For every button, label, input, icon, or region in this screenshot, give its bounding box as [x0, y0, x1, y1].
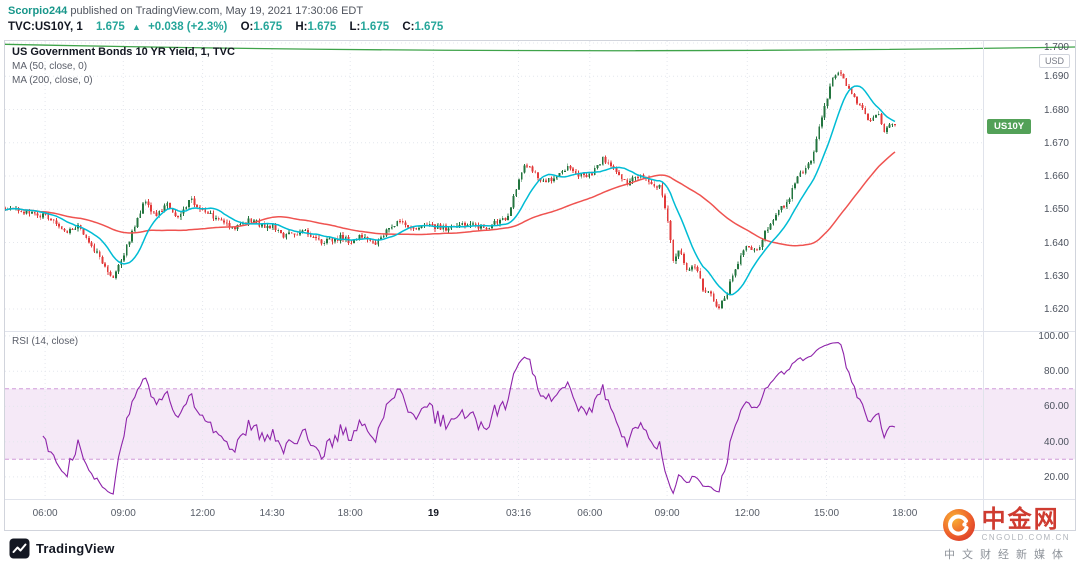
price-tick: 1.620	[1043, 304, 1069, 315]
low-label: L:	[349, 21, 361, 33]
rsi-chart-canvas	[5, 331, 1075, 499]
time-tick: 18:00	[892, 508, 918, 519]
unit-label: USD	[1038, 54, 1070, 68]
price-tick: 1.680	[1043, 104, 1069, 116]
chart-area[interactable]: US Government Bonds 10 YR Yield, 1, TVC …	[4, 40, 1076, 531]
tradingview-brand-text: TradingView	[36, 541, 115, 556]
price-tick: 1.700	[1043, 42, 1069, 53]
time-tick: 18:00	[337, 508, 363, 519]
high-label: H:	[295, 21, 308, 33]
last-price: 1.675	[95, 21, 125, 33]
price-tick: 1.670	[1043, 137, 1069, 149]
rsi-tick: 20.00	[1043, 471, 1069, 483]
snapshot-header: Scorpio244 published on TradingView.com,…	[0, 0, 1080, 39]
rsi-tick: 100.00	[1038, 331, 1069, 342]
time-tick: 06:00	[32, 508, 58, 519]
quote-line: TVC:US10Y, 1 1.675 ▲ +0.038 (+2.3%) O:1.…	[8, 19, 1080, 36]
ma50-legend[interactable]: MA (50, close, 0)	[12, 61, 88, 72]
time-tick: 12:00	[190, 508, 216, 519]
chart-title: US Government Bonds 10 YR Yield, 1, TVC	[12, 46, 235, 58]
time-tick: 15:00	[813, 508, 840, 519]
tradingview-logo-icon	[9, 538, 30, 559]
cngold-watermark: 中金网 CNGOLD.COM.CN 中文财经新媒体	[942, 507, 1070, 562]
price-tick: 1.640	[1043, 237, 1069, 249]
up-arrow-icon: ▲	[131, 22, 141, 32]
high-value: 1.675	[307, 21, 337, 33]
time-tick: 06:00	[577, 508, 603, 519]
close-value: 1.675	[414, 21, 444, 33]
rsi-line	[42, 342, 896, 495]
time-tick: 12:00	[734, 508, 760, 519]
rsi-tick: 40.00	[1043, 436, 1069, 448]
time-tick: 19	[427, 508, 439, 519]
symbol-badge: US10Y	[987, 118, 1032, 134]
price-tick: 1.690	[1043, 71, 1069, 83]
published-line: Scorpio244 published on TradingView.com,…	[8, 4, 1080, 19]
price-pane[interactable]: US Government Bonds 10 YR Yield, 1, TVC …	[5, 41, 1075, 331]
ma50-line	[5, 85, 896, 296]
price-tick: 1.630	[1043, 270, 1069, 282]
cngold-logo-icon	[942, 508, 975, 541]
axis-divider	[5, 499, 1075, 500]
scale-divider	[983, 41, 984, 530]
candlesticks	[5, 70, 896, 310]
time-tick: 03:16	[505, 508, 532, 519]
green-trendline	[5, 43, 1075, 52]
price-chart-canvas	[5, 41, 1075, 331]
price-tick: 1.650	[1043, 204, 1069, 216]
tradingview-brand-link[interactable]: TradingView	[9, 538, 115, 559]
rsi-pane[interactable]: RSI (14, close)	[5, 331, 1075, 499]
ma200-line	[5, 151, 896, 247]
published-text: published on TradingView.com, May 19, 20…	[70, 5, 364, 17]
watermark-title: 中金网	[981, 506, 1060, 533]
footer-bar: TradingView	[0, 532, 1080, 567]
price-change: +0.038 (+2.3%)	[148, 21, 228, 33]
time-tick: 09:00	[654, 508, 680, 519]
pane-divider[interactable]	[5, 331, 1075, 332]
time-tick: 14:30	[259, 508, 285, 519]
rsi-legend[interactable]: RSI (14, close)	[12, 336, 79, 347]
rsi-tick: 60.00	[1043, 401, 1069, 413]
price-scale[interactable]: USD US10Y 1.700 1.690 1.680 1.670 1.660 1.650…	[984, 41, 1075, 530]
rsi-tick: 80.00	[1043, 366, 1069, 378]
time-axis[interactable]: 06:00 09:00 12:00 14:30 18:00 19 03:16 06:00 09:…	[5, 500, 983, 530]
price-legend: US Government Bonds 10 YR Yield, 1, TVC …	[12, 45, 235, 88]
time-tick: 09:00	[110, 508, 136, 519]
rsi-band	[5, 388, 1075, 460]
price-tick: 1.660	[1043, 171, 1069, 182]
symbol-title: TVC:US10Y, 1	[8, 21, 83, 33]
watermark-domain: CNGOLD.COM.CN	[981, 533, 1070, 542]
watermark-tagline: 中文财经新媒体	[944, 549, 1070, 561]
open-label: O:	[240, 21, 254, 33]
close-label: C:	[402, 21, 415, 33]
low-value: 1.675	[360, 21, 390, 33]
rsi-legend-wrap: RSI (14, close)	[12, 335, 78, 349]
username-link[interactable]: Scorpio244	[8, 5, 68, 17]
ma200-legend[interactable]: MA (200, close, 0)	[12, 75, 93, 86]
open-value: 1.675	[253, 21, 283, 33]
